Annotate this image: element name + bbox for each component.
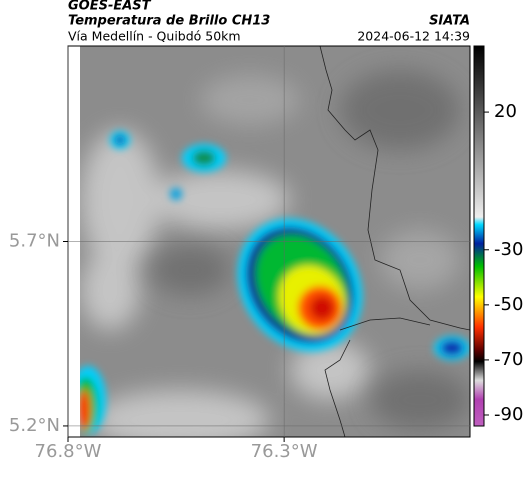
colorbar [473,45,485,427]
satellite: GOES-EAST [68,0,152,14]
colorbar-tick-label: -90 [494,404,523,425]
organization: SIATA [429,14,470,29]
y-tick-label: 5.2°N [9,415,60,436]
product: Temperatura de Brillo CH13 [68,14,270,29]
y-tick-label: 5.7°N [9,231,60,252]
colorbar-tick-label: -30 [494,239,523,260]
x-tick-label: 76.8°W [35,441,102,462]
satellite-image [80,46,470,437]
route: Vía Medellín - Quibdó 50km [68,29,241,44]
colorbar-tick-label: 20 [494,101,517,122]
x-tick-label: 76.3°W [251,441,318,462]
colorbar-tick-label: -70 [494,349,523,370]
datetime: 2024-06-12 14:39 [357,29,470,44]
colorbar-tick-label: -50 [494,294,523,315]
